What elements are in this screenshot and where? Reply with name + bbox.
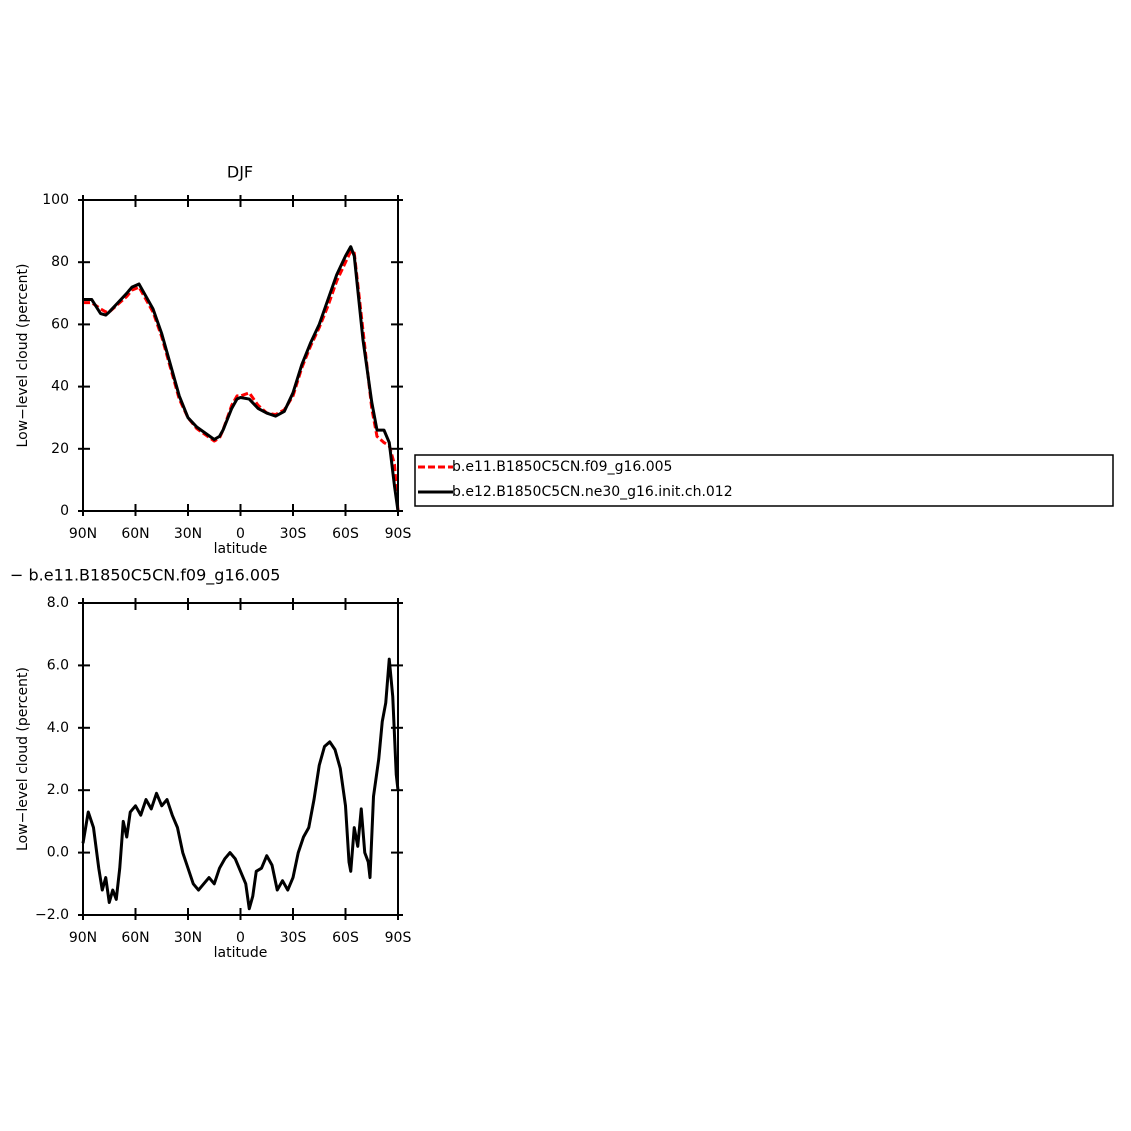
legend-label: b.e11.B1850C5CN.f09_g16.005	[452, 459, 672, 475]
data-line	[81, 657, 400, 911]
y-tick-label: 80	[51, 254, 69, 270]
data-line	[83, 249, 400, 512]
x-axis-label: latitude	[214, 541, 268, 557]
x-axis-label: latitude	[214, 945, 268, 961]
x-tick-label: 90S	[385, 526, 412, 542]
x-tick-label: 90S	[385, 930, 412, 946]
y-tick-label: 0.0	[47, 845, 69, 861]
y-axis-label: Low−level cloud (percent)	[15, 667, 31, 851]
y-tick-label: 40	[51, 379, 69, 395]
x-tick-label: 60N	[121, 526, 149, 542]
chart-title: DJF	[227, 163, 253, 182]
plot-frame	[82, 602, 399, 916]
x-tick-label: 90N	[69, 930, 97, 946]
data-line	[83, 245, 400, 512]
x-tick-label: 30S	[280, 526, 307, 542]
x-tick-label: 60N	[121, 930, 149, 946]
x-tick-label: 60S	[332, 526, 359, 542]
y-tick-label: 20	[51, 441, 69, 457]
chart-title: − b.e11.B1850C5CN.f09_g16.005	[10, 566, 280, 586]
y-tick-label: 8.0	[47, 595, 69, 611]
y-axis-label: Low−level cloud (percent)	[15, 264, 31, 448]
y-tick-label: 60	[51, 316, 69, 332]
y-tick-label: 0	[60, 503, 69, 519]
legend-box	[414, 454, 1114, 507]
x-tick-label: 90N	[69, 526, 97, 542]
x-tick-label: 30N	[174, 930, 202, 946]
x-tick-label: 30S	[280, 930, 307, 946]
x-tick-label: 0	[236, 526, 245, 542]
y-tick-label: 6.0	[47, 657, 69, 673]
y-tick-label: 2.0	[47, 782, 69, 798]
y-tick-label: −2.0	[35, 907, 69, 923]
x-tick-label: 60S	[332, 930, 359, 946]
plot-frame	[82, 199, 399, 512]
x-tick-label: 30N	[174, 526, 202, 542]
x-tick-label: 0	[236, 930, 245, 946]
y-tick-label: 100	[42, 192, 69, 208]
y-tick-label: 4.0	[47, 720, 69, 736]
legend-label: b.e12.B1850C5CN.ne30_g16.init.ch.012	[452, 484, 733, 500]
